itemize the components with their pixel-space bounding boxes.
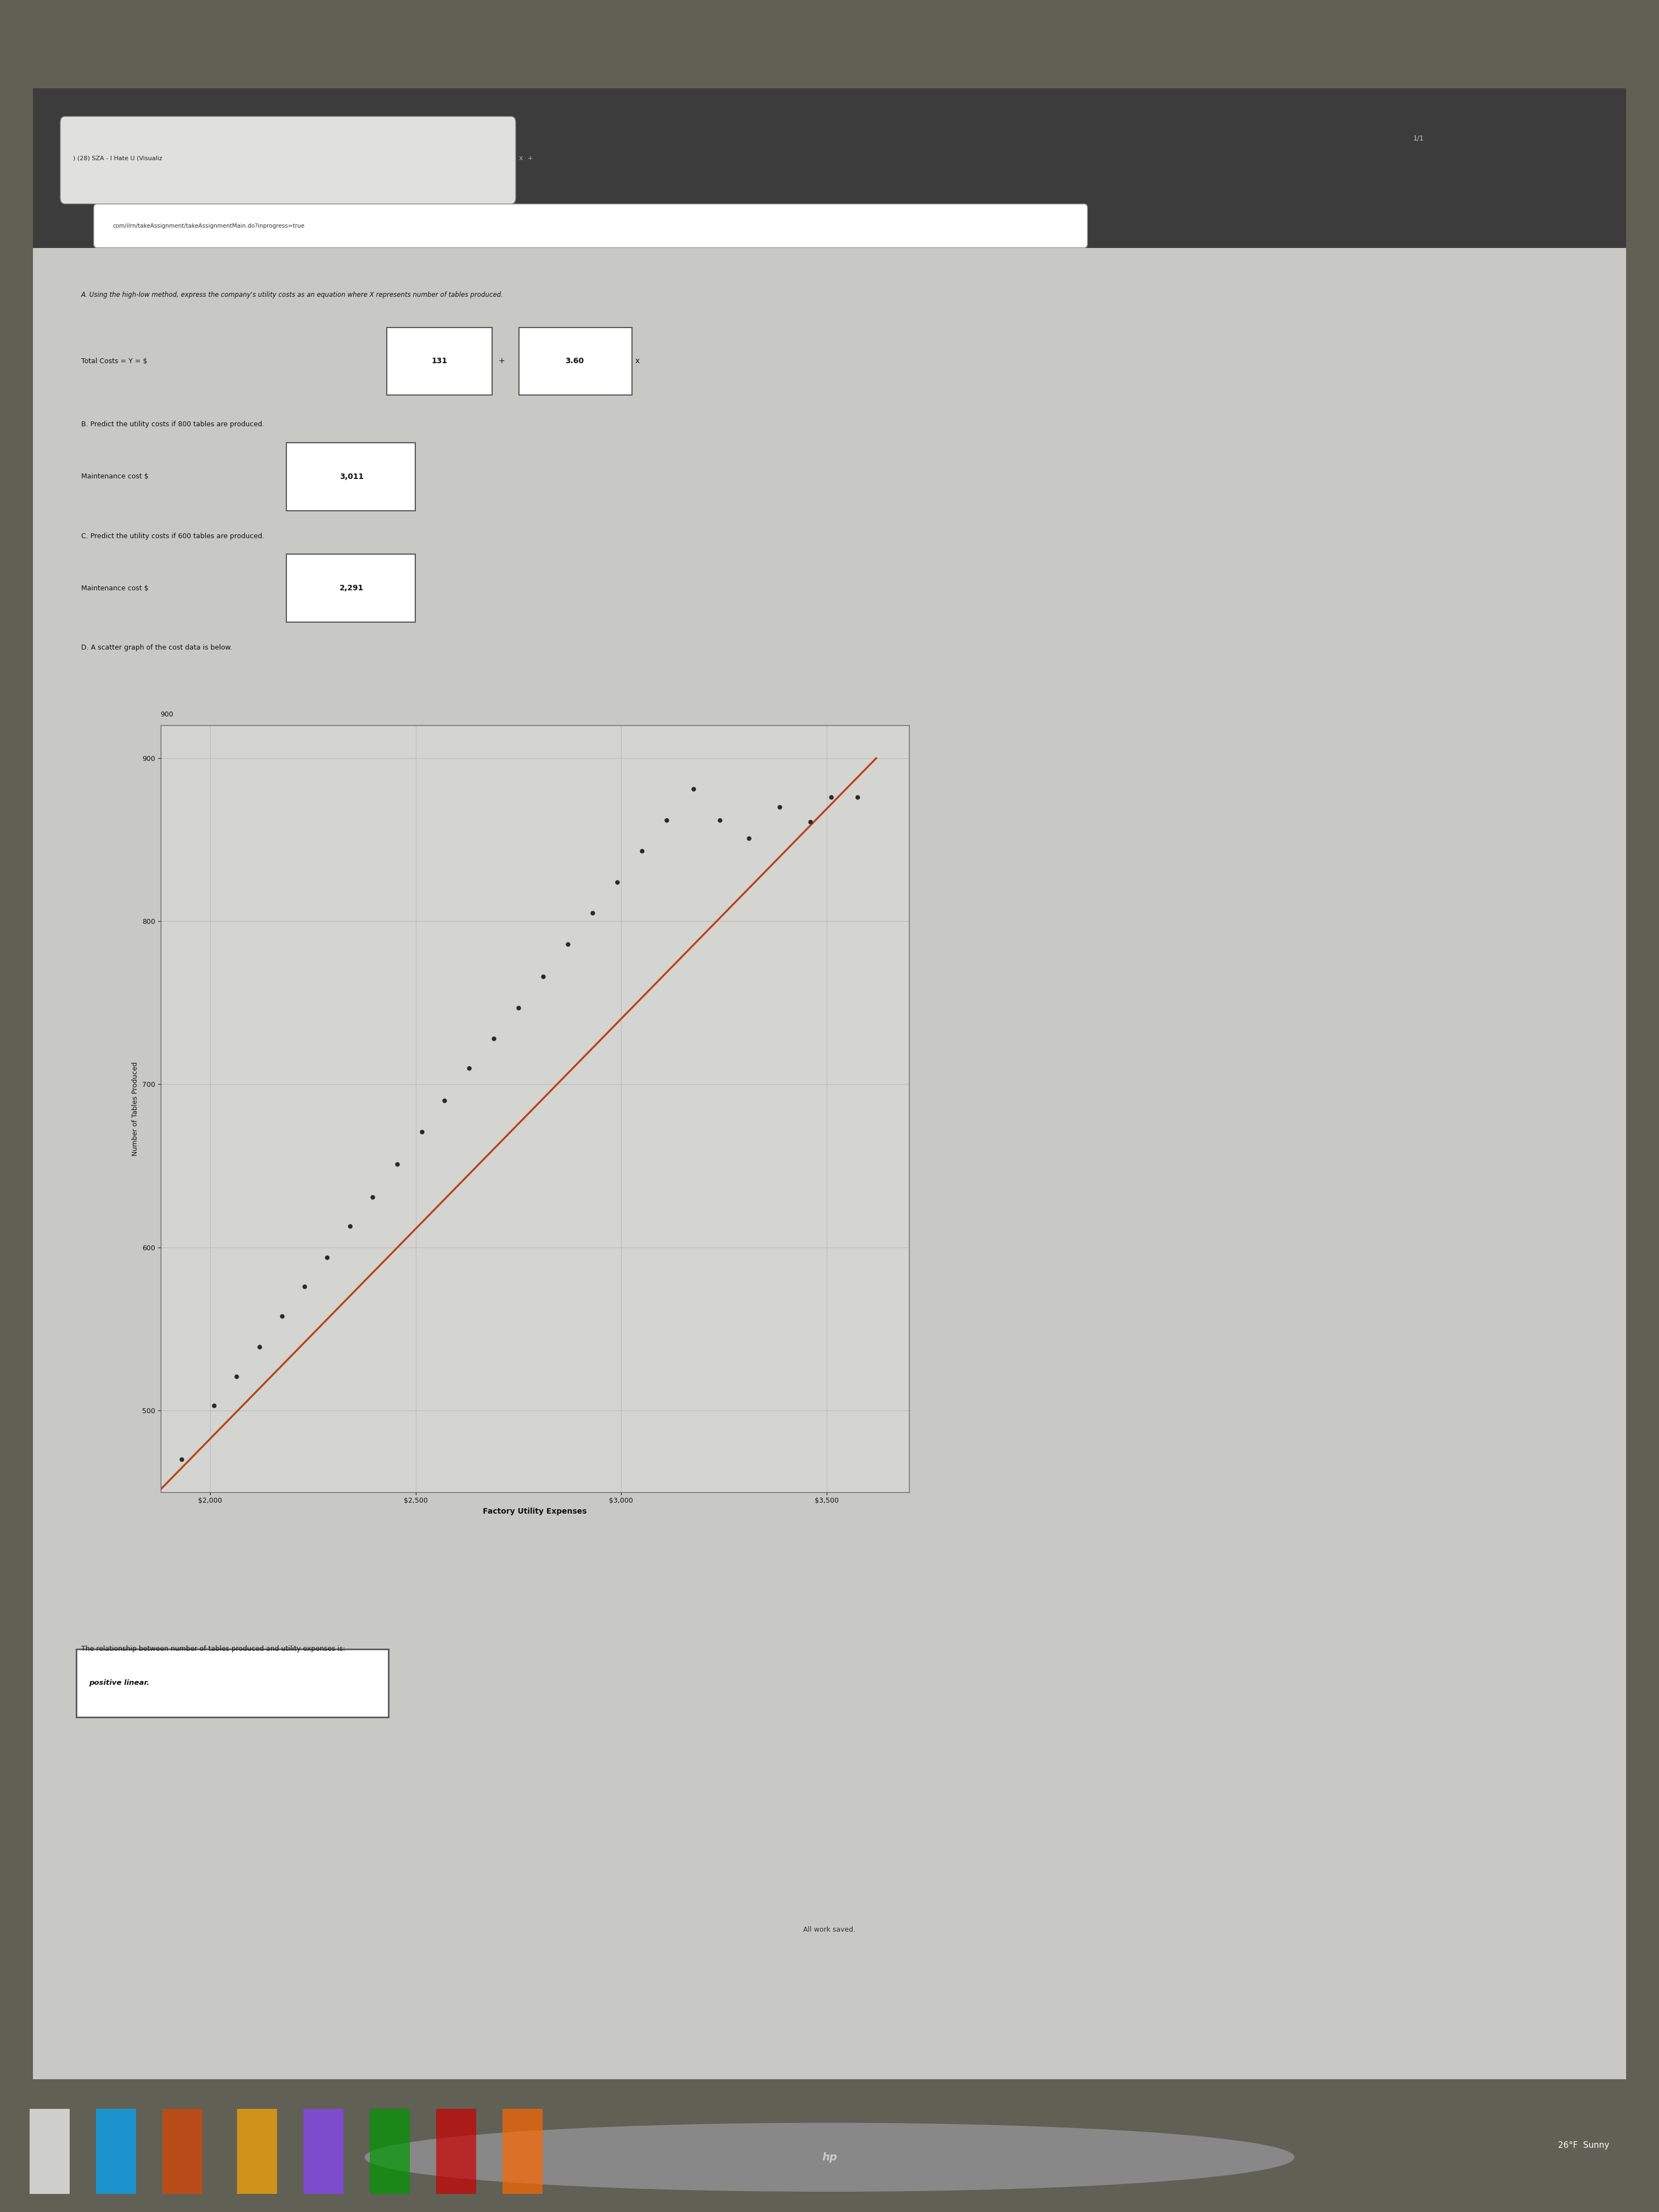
Point bbox=[314, 1239, 340, 1274]
Point bbox=[554, 927, 581, 962]
Bar bbox=[304, 2108, 343, 2194]
Text: Total Costs = Y = $: Total Costs = Y = $ bbox=[81, 358, 148, 365]
Text: D. A scatter graph of the cost data is below.: D. A scatter graph of the cost data is b… bbox=[81, 644, 232, 650]
FancyBboxPatch shape bbox=[387, 327, 491, 396]
Point bbox=[818, 779, 844, 814]
Circle shape bbox=[365, 2124, 1294, 2192]
Text: The relationship between number of tables produced and utility expenses is:: The relationship between number of table… bbox=[81, 1646, 345, 1652]
Point bbox=[224, 1358, 251, 1394]
Point bbox=[629, 834, 655, 869]
Text: 900: 900 bbox=[161, 710, 174, 719]
FancyBboxPatch shape bbox=[76, 1650, 388, 1717]
Point bbox=[383, 1146, 410, 1181]
FancyBboxPatch shape bbox=[93, 204, 1088, 248]
Y-axis label: Number of Tables Produced: Number of Tables Produced bbox=[133, 1062, 139, 1157]
Text: hp: hp bbox=[821, 2152, 838, 2163]
Point bbox=[680, 772, 707, 807]
Point bbox=[292, 1270, 319, 1305]
Point bbox=[168, 1442, 194, 1478]
Bar bbox=[33, 88, 1626, 248]
Bar bbox=[237, 2108, 277, 2194]
Text: x: x bbox=[635, 358, 640, 365]
Text: B. Predict the utility costs if 800 tables are produced.: B. Predict the utility costs if 800 tabl… bbox=[81, 420, 264, 429]
Text: x  +: x + bbox=[519, 155, 533, 161]
Point bbox=[358, 1179, 385, 1214]
Point bbox=[844, 779, 871, 814]
FancyBboxPatch shape bbox=[287, 442, 415, 511]
Point bbox=[579, 896, 606, 931]
Point bbox=[481, 1022, 508, 1057]
Point bbox=[504, 991, 531, 1026]
Bar bbox=[503, 2108, 542, 2194]
Point bbox=[654, 803, 680, 838]
Point bbox=[246, 1329, 272, 1365]
Bar bbox=[30, 2108, 70, 2194]
Text: positive linear.: positive linear. bbox=[90, 1679, 149, 1688]
Text: 3,011: 3,011 bbox=[340, 473, 363, 480]
Bar bbox=[96, 2108, 136, 2194]
Point bbox=[707, 803, 733, 838]
Text: +: + bbox=[498, 358, 504, 365]
Bar bbox=[370, 2108, 410, 2194]
Point bbox=[604, 865, 630, 900]
X-axis label: Factory Utility Expenses: Factory Utility Expenses bbox=[483, 1509, 587, 1515]
Text: 26°F  Sunny: 26°F Sunny bbox=[1558, 2141, 1609, 2150]
Text: All work saved.: All work saved. bbox=[803, 1927, 856, 1933]
Point bbox=[408, 1115, 435, 1150]
Text: Maintenance cost $: Maintenance cost $ bbox=[81, 584, 148, 593]
Text: A. Using the high-low method, express the company's utility costs as an equation: A. Using the high-low method, express th… bbox=[81, 292, 503, 299]
Point bbox=[798, 803, 825, 838]
Text: 3.60: 3.60 bbox=[566, 358, 584, 365]
Text: C. Predict the utility costs if 600 tables are produced.: C. Predict the utility costs if 600 tabl… bbox=[81, 533, 264, 540]
Text: 131: 131 bbox=[431, 358, 448, 365]
Point bbox=[735, 821, 761, 856]
Text: Maintenance cost $: Maintenance cost $ bbox=[81, 473, 148, 480]
Bar bbox=[163, 2108, 202, 2194]
Point bbox=[431, 1084, 458, 1119]
Text: com/ilrn/takeAssignment/takeAssignmentMain.do?inprogress=true: com/ilrn/takeAssignment/takeAssignmentMa… bbox=[113, 223, 305, 228]
Point bbox=[337, 1208, 363, 1243]
Point bbox=[766, 790, 793, 825]
Point bbox=[201, 1387, 227, 1422]
Point bbox=[529, 960, 556, 995]
Text: ) (28) SZA - I Hate U (Visualiz: ) (28) SZA - I Hate U (Visualiz bbox=[73, 155, 163, 161]
FancyBboxPatch shape bbox=[519, 327, 632, 396]
Point bbox=[269, 1298, 295, 1334]
Text: 2,291: 2,291 bbox=[340, 584, 363, 593]
Text: 1/1: 1/1 bbox=[1413, 135, 1425, 142]
FancyBboxPatch shape bbox=[287, 555, 415, 622]
FancyBboxPatch shape bbox=[60, 117, 516, 204]
Bar bbox=[436, 2108, 476, 2194]
Point bbox=[456, 1051, 483, 1086]
